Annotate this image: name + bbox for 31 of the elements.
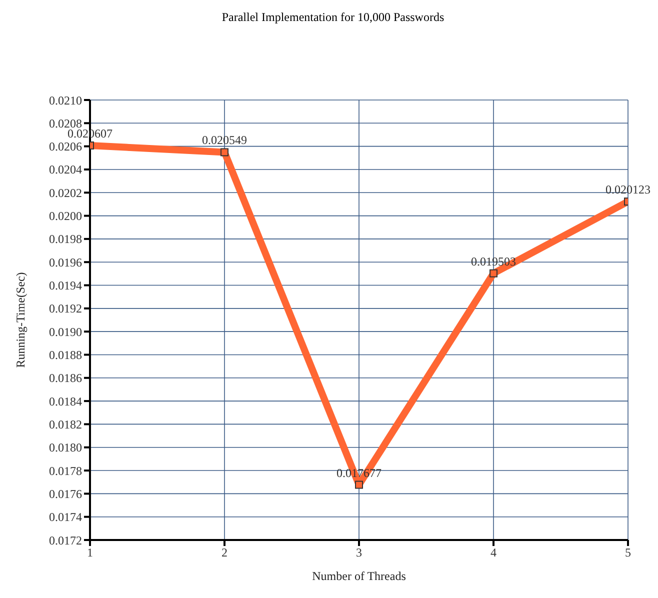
- y-tick-label: 0.0208: [49, 116, 82, 130]
- chart-title: Parallel Implementation for 10,000 Passwords: [220, 9, 446, 26]
- y-tick-label: 0.0206: [49, 140, 82, 154]
- y-tick-label: 0.0198: [49, 232, 82, 246]
- y-tick-label: 0.0204: [49, 162, 82, 177]
- x-tick-label: 2: [222, 546, 228, 560]
- x-tick-label: 3: [356, 546, 362, 560]
- x-tick-label: 4: [490, 546, 496, 560]
- y-tick-label: 0.0190: [49, 324, 82, 339]
- y-tick-label: 0.0180: [49, 440, 82, 455]
- y-tick-label: 0.0184: [49, 394, 82, 408]
- y-axis-title: Running-Time(Sec): [13, 272, 28, 368]
- point: [220, 148, 228, 156]
- point: [490, 269, 498, 278]
- y-tick-label: 0.0200: [49, 209, 82, 224]
- x-tick-label: 5: [625, 546, 631, 560]
- y-tick-label: 0.0178: [49, 464, 82, 478]
- y-tick-label: 0.0172: [49, 533, 82, 548]
- y-tick-label: 0.0192: [49, 302, 82, 316]
- y-tick-label: 0.0210: [49, 93, 82, 108]
- y-tick-label: 0.0188: [49, 348, 82, 362]
- y-tick-label: 0.0194: [49, 278, 82, 293]
- y-tick-label: 0.0174: [49, 510, 82, 524]
- y-tick-label: 0.0176: [49, 486, 82, 501]
- y-tick-label: 0.0182: [49, 417, 82, 432]
- y-tick-label: 0.0196: [49, 255, 82, 270]
- x-axis-title: Number of Threads: [312, 569, 406, 583]
- point: [355, 480, 363, 489]
- x-tick-label: 1: [87, 546, 93, 560]
- y-tick-label: 0.0186: [49, 371, 82, 386]
- y-tick-label: 0.0202: [49, 186, 82, 200]
